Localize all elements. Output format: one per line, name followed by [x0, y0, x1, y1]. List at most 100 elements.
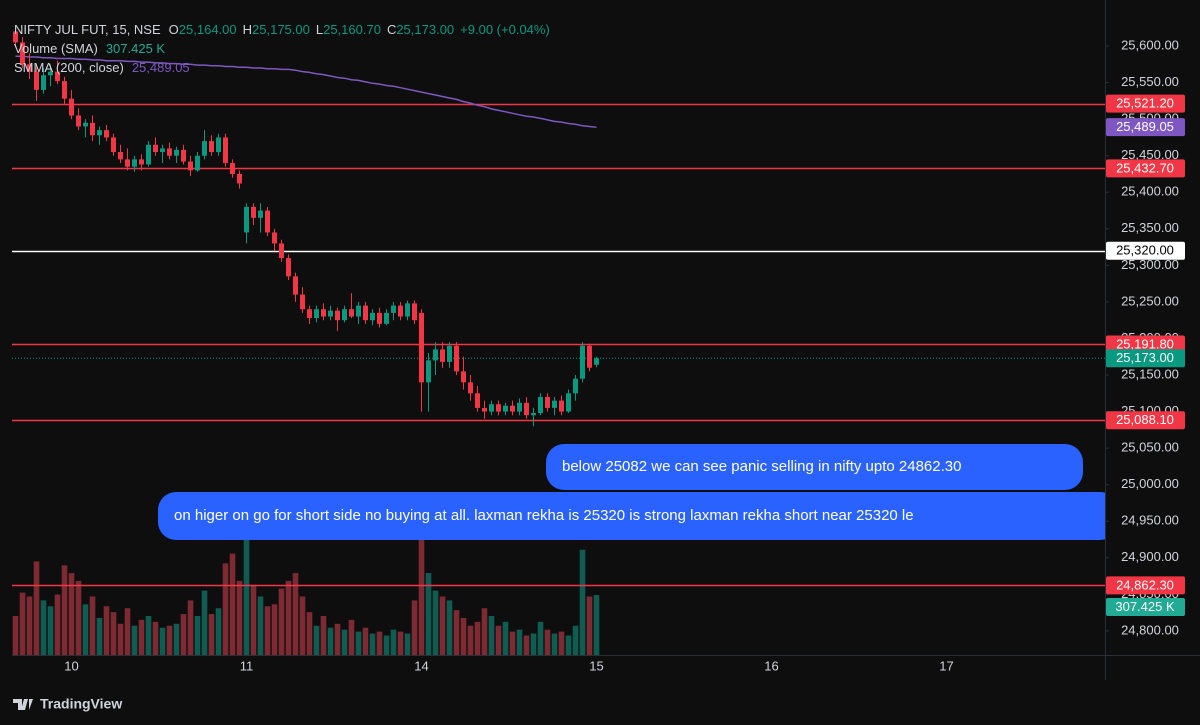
- candle-body: [398, 305, 403, 317]
- volume-value: 307.425 K: [106, 41, 166, 56]
- volume-box: [1106, 598, 1185, 616]
- volume-bar: [593, 595, 600, 655]
- y-tick-label: 24,900.00: [1121, 549, 1179, 564]
- candle-body: [587, 345, 592, 368]
- candle-body: [146, 144, 151, 165]
- volume-bar: [320, 616, 327, 655]
- volume-bar: [152, 621, 159, 655]
- volume-bar: [551, 633, 558, 655]
- y-tick-label: 25,300.00: [1121, 257, 1179, 272]
- candle-body: [300, 294, 305, 310]
- volume-bar: [40, 600, 47, 655]
- candle-body: [447, 345, 452, 362]
- candle-body: [566, 393, 571, 412]
- level-label: 25,432.70: [1116, 160, 1174, 175]
- candle-body: [167, 148, 172, 156]
- candle-body: [48, 71, 53, 76]
- volume-bar: [292, 573, 299, 655]
- candle-body: [34, 71, 39, 90]
- volume-bar: [572, 625, 579, 655]
- smma-label: 25,489.05: [1116, 119, 1174, 134]
- x-tick-label: 16: [764, 658, 778, 673]
- candle-body: [335, 310, 340, 321]
- candle-body: [195, 155, 200, 171]
- volume-bar: [495, 625, 502, 655]
- candle-body: [20, 42, 25, 65]
- candle-body: [482, 407, 487, 412]
- volume-bar: [117, 623, 124, 655]
- candle-body: [230, 163, 235, 174]
- volume-bar: [313, 625, 320, 655]
- candle-body: [538, 396, 543, 414]
- volume-bar: [180, 614, 187, 655]
- candle-body: [468, 382, 473, 394]
- smma-line: [15, 55, 597, 128]
- volume-bar: [579, 549, 586, 655]
- candle-body: [104, 130, 109, 138]
- volume-bar: [229, 553, 236, 655]
- candle-body: [279, 243, 284, 259]
- candle-body: [216, 137, 221, 153]
- candle-body: [139, 159, 144, 165]
- volume-bar: [208, 614, 215, 655]
- level-box: [1106, 411, 1185, 430]
- y-tick-label: 25,050.00: [1121, 440, 1179, 455]
- logo: TradingView: [13, 696, 122, 712]
- candle-body: [510, 405, 515, 412]
- volume-bar: [327, 627, 334, 655]
- volume-bar: [236, 580, 243, 655]
- level-box: [1106, 576, 1185, 595]
- volume-bar: [33, 561, 40, 655]
- candle-body: [328, 310, 333, 317]
- volume-bar: [215, 608, 222, 655]
- level-box: [1106, 241, 1185, 260]
- volume-bar: [474, 621, 481, 655]
- candle-body: [370, 312, 375, 321]
- candle-body: [580, 345, 585, 379]
- volume-bar: [47, 606, 54, 655]
- candle-body: [349, 309, 354, 317]
- volume-bar: [348, 619, 355, 655]
- volume-bar: [565, 635, 572, 655]
- candle-body: [55, 71, 60, 82]
- volume-bar: [271, 604, 278, 655]
- candle-body: [223, 137, 228, 164]
- ohlc-key: L: [316, 22, 323, 37]
- volume-bar: [96, 617, 103, 655]
- volume-bar: [138, 619, 145, 655]
- legend-header: NIFTY JUL FUT, 15, NSE O25,164.00 H25,175.…: [14, 22, 550, 37]
- volume-bar: [187, 600, 194, 655]
- volume-bar: [383, 635, 390, 655]
- level-label: 24,862.30: [1116, 577, 1174, 592]
- smma-name: SMMA (200, close): [14, 60, 124, 75]
- candle-body: [251, 206, 256, 218]
- candle-body: [321, 309, 326, 317]
- candle-body: [258, 210, 263, 218]
- volume-bar: [110, 612, 117, 655]
- candle-body: [188, 161, 193, 171]
- plot-area: below 25082 we can see panic selling in …: [12, 27, 1105, 655]
- candle-body: [118, 152, 123, 160]
- volume-bar: [390, 629, 397, 655]
- x-tick-label: 10: [64, 658, 78, 673]
- volume-bar: [166, 625, 173, 655]
- candle-body: [440, 349, 445, 362]
- candle-body: [517, 402, 522, 412]
- y-tick-label: 25,600.00: [1121, 37, 1179, 52]
- volume-bar: [194, 616, 201, 655]
- volume-bar: [355, 631, 362, 655]
- candle-body: [475, 393, 480, 408]
- candle-body: [454, 345, 459, 372]
- last-price-box: [1106, 349, 1185, 368]
- candle-body: [594, 358, 599, 365]
- volume-bar: [397, 631, 404, 655]
- volume-bar: [362, 627, 369, 655]
- volume-name: Volume (SMA): [14, 41, 98, 56]
- y-tick-label: 25,550.00: [1121, 74, 1179, 89]
- candle-body: [181, 149, 186, 162]
- symbol-title: NIFTY JUL FUT, 15, NSE: [14, 22, 161, 37]
- volume-bar: [89, 596, 96, 655]
- candle-body: [419, 312, 424, 383]
- volume-bar: [173, 623, 180, 655]
- y-tick-label: 25,000.00: [1121, 476, 1179, 491]
